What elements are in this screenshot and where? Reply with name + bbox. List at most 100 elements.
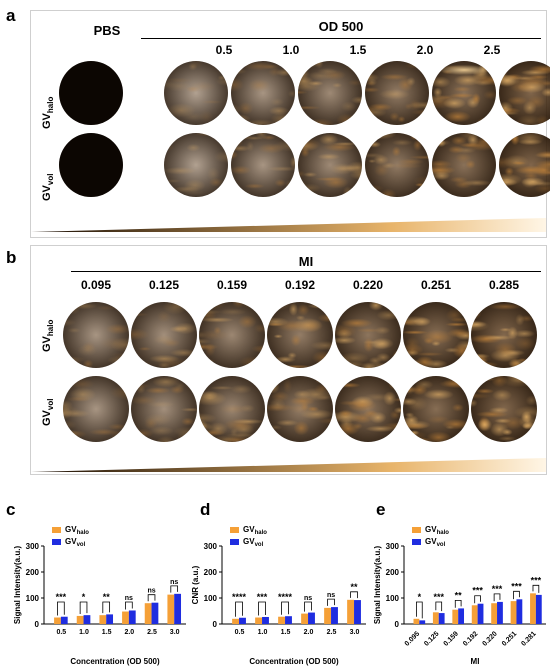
x-axis-label: Concentration (OD 500) xyxy=(249,657,339,666)
significance-bracket xyxy=(258,601,266,616)
bar xyxy=(239,617,246,624)
y-tick-label: 300 xyxy=(204,542,218,551)
significance-label: ** xyxy=(455,590,463,600)
mi-column-label: 0.285 xyxy=(488,278,520,292)
y-tick-label: 0 xyxy=(213,620,218,629)
ultrasound-image xyxy=(471,302,537,368)
x-axis-label: MI xyxy=(471,657,480,666)
od-column-label: 0.5 xyxy=(215,43,233,57)
significance-bracket xyxy=(170,585,179,593)
bar xyxy=(308,612,315,624)
mi-column-label: 0.220 xyxy=(352,278,384,292)
x-tick-label: 0.095 xyxy=(404,630,421,647)
bar xyxy=(144,603,152,624)
ultrasound-image xyxy=(365,133,429,197)
bar xyxy=(60,616,68,624)
ultrasound-image xyxy=(131,376,197,442)
mi-label: MI xyxy=(298,254,314,269)
significance-label: ns xyxy=(304,595,312,602)
legend-label: GVhalo xyxy=(425,525,449,536)
bar xyxy=(174,593,182,624)
x-tick-label: 0.192 xyxy=(462,630,479,647)
bar xyxy=(106,614,114,624)
od500-underline xyxy=(141,38,541,39)
ultrasound-image xyxy=(231,133,295,197)
ultrasound-image xyxy=(499,61,550,125)
significance-label: ** xyxy=(351,582,359,592)
row-label-gv-vol: GVvol xyxy=(41,173,56,201)
significance-bracket xyxy=(493,593,501,602)
legend-label: GVhalo xyxy=(65,525,89,536)
bar xyxy=(99,615,107,624)
significance-label: * xyxy=(82,592,86,602)
panel-a-image-grid: PBS OD 500 GVhalo GVvol 0.5 1.0 1.5 2.0 2.5 3… xyxy=(30,10,550,238)
bar xyxy=(516,599,523,624)
y-tick-label: 200 xyxy=(204,568,218,577)
bar xyxy=(497,601,503,624)
significance-bracket xyxy=(435,601,443,612)
ultrasound-image xyxy=(471,376,537,442)
od500-label: OD 500 xyxy=(318,19,364,34)
bar xyxy=(432,612,439,624)
significance-bracket xyxy=(281,601,289,615)
bar xyxy=(354,600,361,624)
panel-c-letter: c xyxy=(6,500,16,519)
od-column-label: 2.5 xyxy=(483,43,501,57)
bar xyxy=(232,618,240,624)
bar xyxy=(471,605,478,624)
od-column-label: 3.0 xyxy=(529,43,550,57)
significance-bracket xyxy=(454,600,462,608)
mi-column-label: 0.251 xyxy=(420,278,452,292)
legend-label: GVvol xyxy=(243,537,264,548)
ultrasound-image xyxy=(335,302,401,368)
bar xyxy=(278,616,286,624)
x-tick-label: 0.5 xyxy=(235,629,245,636)
legend-swatch xyxy=(230,527,239,533)
significance-label: ns xyxy=(125,595,133,602)
mi-column-label: 0.192 xyxy=(284,278,316,292)
x-tick-label: 1.5 xyxy=(102,629,112,636)
ultrasound-image xyxy=(164,133,228,197)
bar xyxy=(122,611,129,624)
bar xyxy=(167,594,175,624)
y-axis-label: CNR (a.u.) xyxy=(191,565,200,604)
ultrasound-image xyxy=(432,133,496,197)
chart-c-signal-intensity: 0 100 200 300 Signal Intensity(a.u.) Concentr… xyxy=(13,525,186,666)
legend-label: GVvol xyxy=(65,537,86,548)
y-tick-label: 200 xyxy=(386,568,400,577)
x-tick-label: 3.0 xyxy=(350,629,360,636)
significance-label: ns xyxy=(170,579,178,586)
significance-bracket xyxy=(350,591,358,599)
ultrasound-image xyxy=(164,61,228,125)
legend-label: GVhalo xyxy=(243,525,267,536)
significance-bracket xyxy=(474,595,481,604)
significance-label: *** xyxy=(472,586,483,596)
x-tick-label: 0.251 xyxy=(501,630,518,647)
pbs-ultrasound-image xyxy=(59,61,123,125)
y-tick-label: 300 xyxy=(386,542,400,551)
ultrasound-image xyxy=(365,61,429,125)
significance-label: *** xyxy=(511,581,522,591)
y-tick-label: 200 xyxy=(26,568,40,577)
ultrasound-image xyxy=(403,376,469,442)
significance-bracket xyxy=(304,601,312,612)
significance-bracket xyxy=(79,601,88,614)
significance-bracket xyxy=(102,601,111,614)
ultrasound-image xyxy=(403,302,469,368)
ultrasound-image xyxy=(499,133,550,197)
significance-label: *** xyxy=(257,592,268,602)
y-tick-label: 0 xyxy=(395,620,400,629)
y-tick-label: 100 xyxy=(26,594,40,603)
ultrasound-image xyxy=(432,61,496,125)
ultrasound-image xyxy=(231,61,295,125)
x-tick-label: 1.0 xyxy=(79,629,89,636)
x-tick-label: 1.0 xyxy=(258,629,268,636)
bar xyxy=(262,616,269,624)
bar xyxy=(255,617,263,624)
row-label-gv-vol: GVvol xyxy=(41,398,56,426)
bar xyxy=(301,613,309,624)
bar xyxy=(419,620,426,624)
x-tick-label: 2.0 xyxy=(124,629,134,636)
ultrasound-image xyxy=(63,302,129,368)
bar xyxy=(324,607,332,624)
